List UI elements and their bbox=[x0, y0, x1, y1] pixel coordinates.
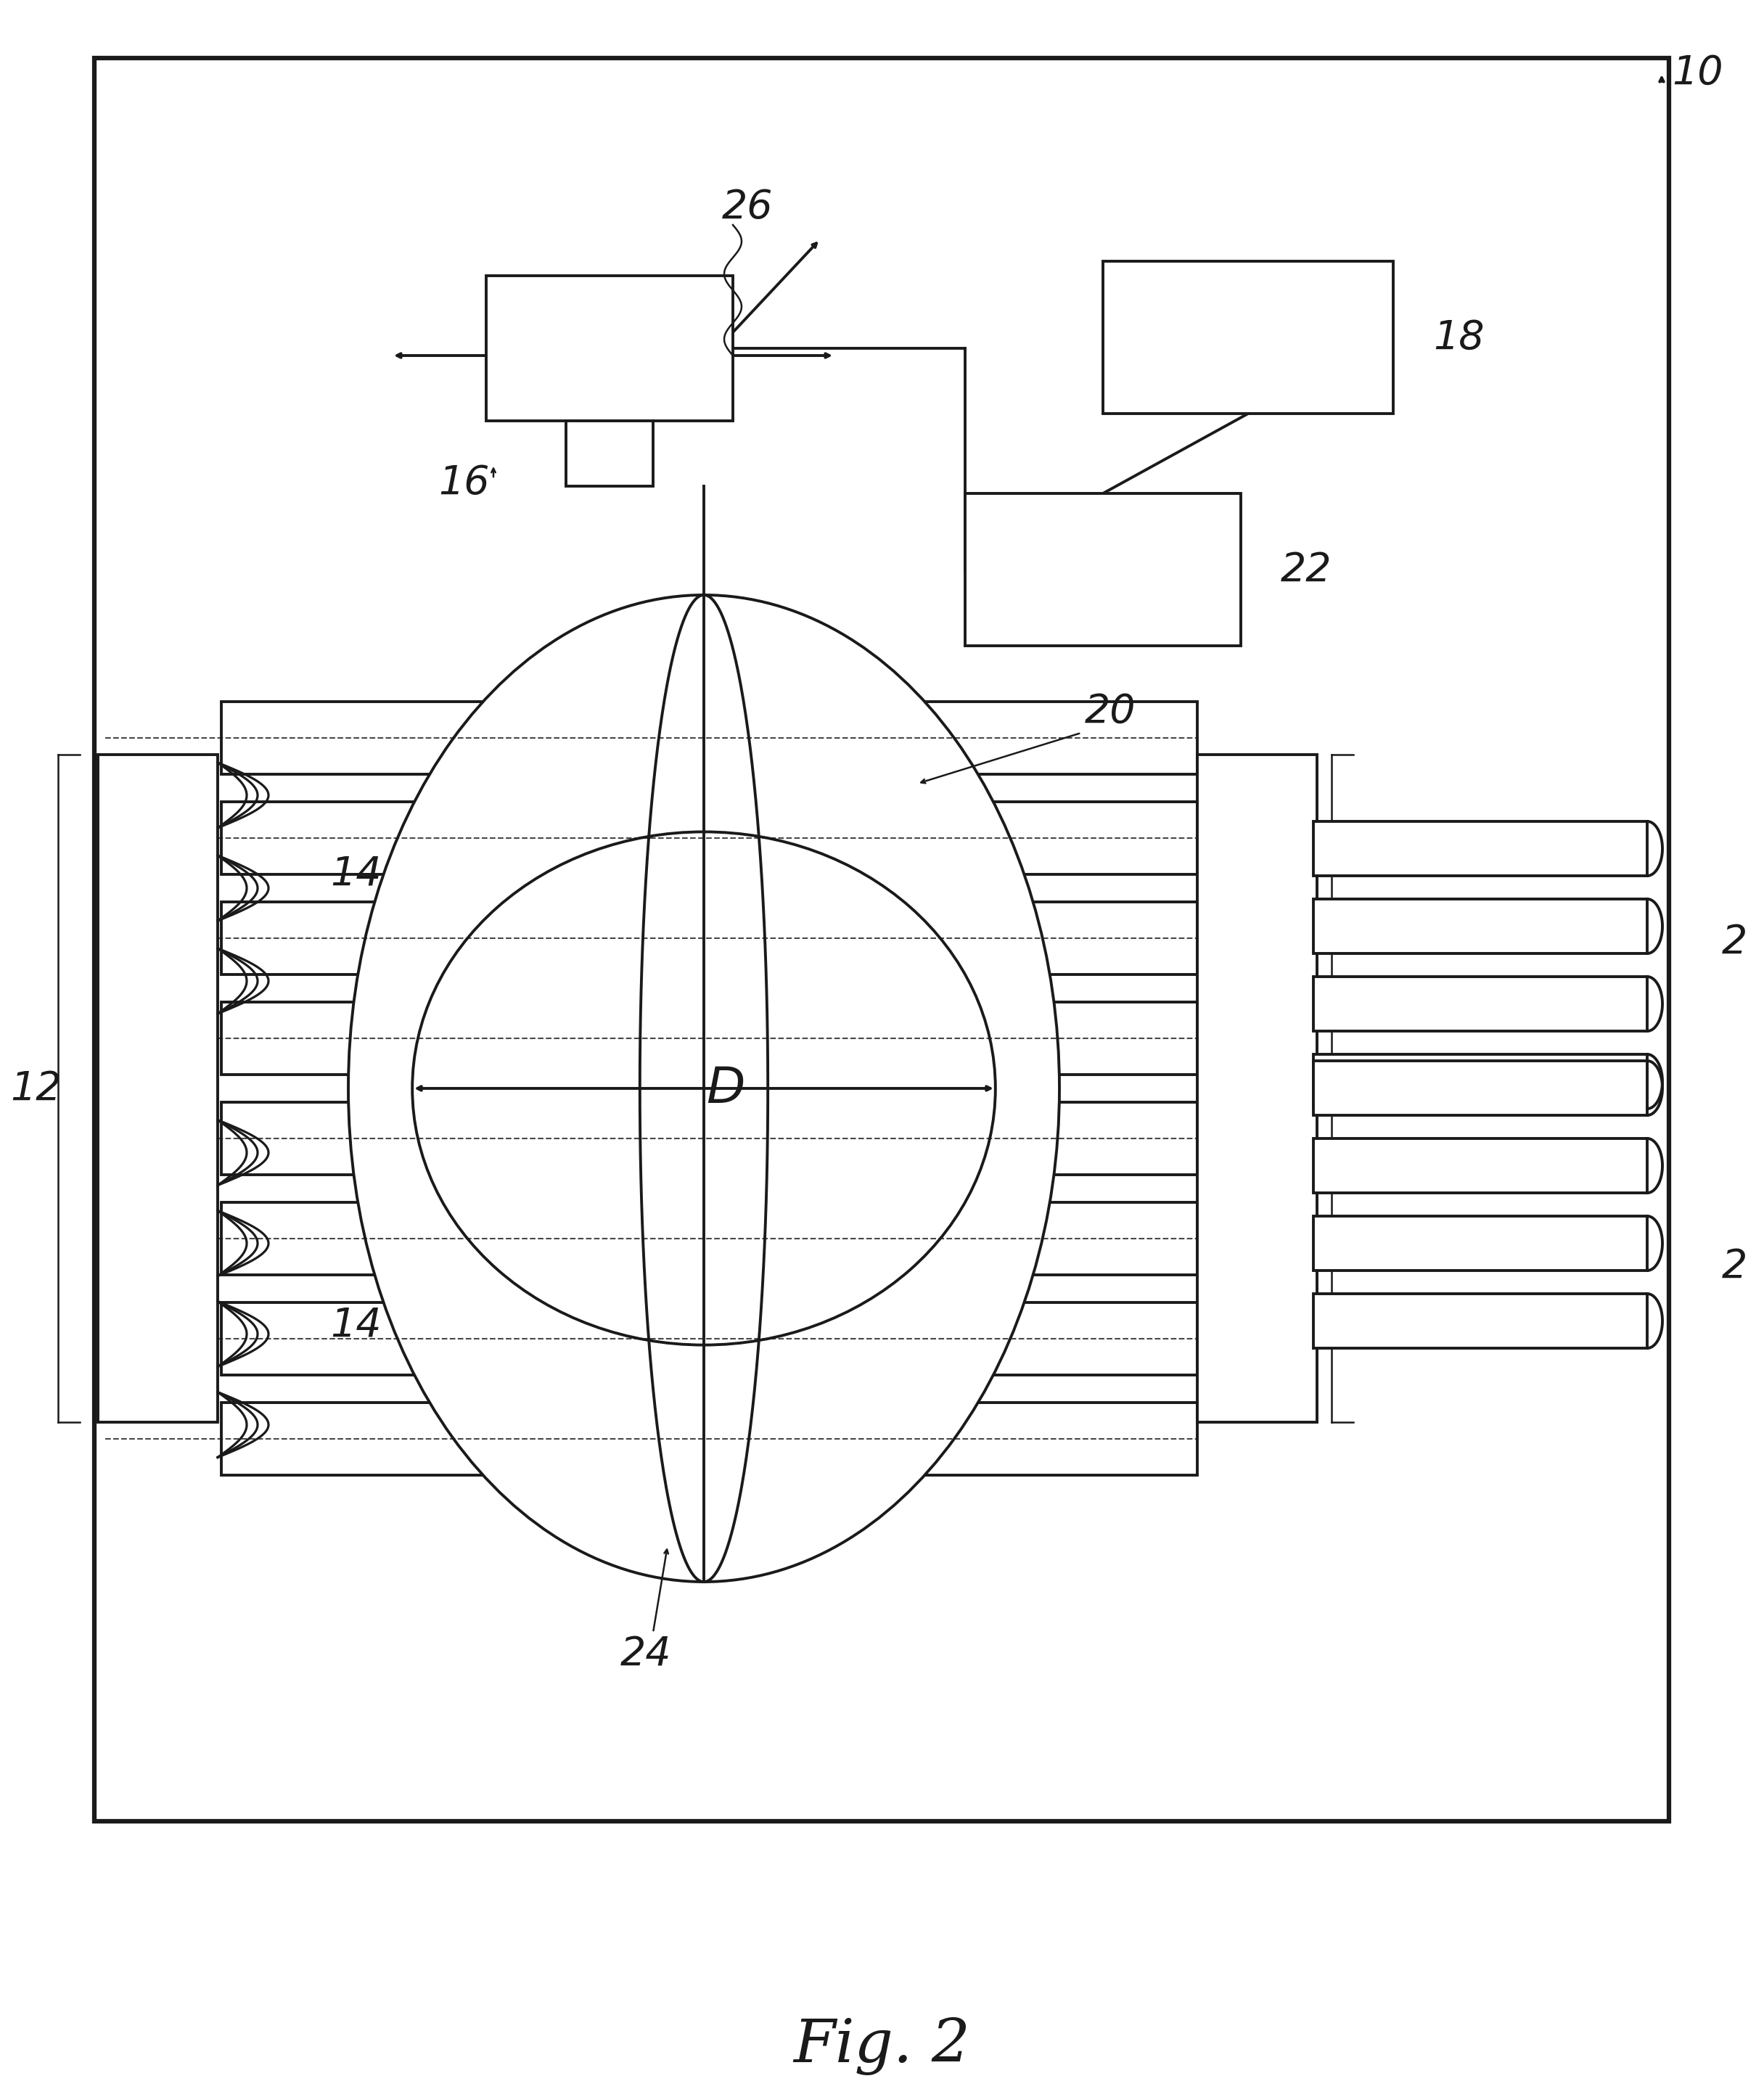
Text: 20: 20 bbox=[1085, 691, 1136, 731]
Text: 2: 2 bbox=[1722, 1247, 1746, 1287]
Text: 10: 10 bbox=[1672, 54, 1723, 92]
Text: 18: 18 bbox=[1432, 318, 1484, 357]
Bar bbox=[93, 58, 1669, 1822]
Text: 14: 14 bbox=[330, 1306, 381, 1343]
Bar bbox=[1102, 261, 1394, 414]
Bar bbox=[220, 1402, 1198, 1475]
Bar bbox=[220, 802, 1198, 875]
Bar bbox=[1314, 821, 1648, 875]
Bar bbox=[220, 1301, 1198, 1375]
Text: 22: 22 bbox=[1281, 549, 1332, 589]
Bar bbox=[1314, 1293, 1648, 1347]
Text: 12: 12 bbox=[11, 1070, 62, 1107]
Text: Fig. 2: Fig. 2 bbox=[794, 2018, 970, 2074]
Bar bbox=[1314, 978, 1648, 1032]
Bar bbox=[220, 902, 1198, 973]
Ellipse shape bbox=[348, 595, 1060, 1581]
Bar bbox=[1314, 1216, 1648, 1270]
Bar bbox=[1198, 754, 1318, 1423]
Text: 12: 12 bbox=[1349, 1070, 1401, 1107]
Bar bbox=[566, 420, 653, 487]
Bar bbox=[965, 493, 1240, 646]
Text: 16: 16 bbox=[439, 464, 490, 501]
Text: 26: 26 bbox=[721, 188, 773, 226]
Bar bbox=[1314, 1061, 1648, 1116]
Bar bbox=[220, 1203, 1198, 1274]
Bar bbox=[220, 1003, 1198, 1074]
Bar bbox=[220, 1103, 1198, 1174]
Bar bbox=[487, 276, 732, 420]
Text: 24: 24 bbox=[621, 1636, 672, 1673]
Bar bbox=[1314, 1139, 1648, 1193]
Bar bbox=[220, 702, 1198, 775]
Text: D: D bbox=[706, 1063, 744, 1113]
Bar bbox=[99, 754, 217, 1423]
Bar bbox=[1314, 1055, 1648, 1109]
Bar bbox=[1314, 898, 1648, 953]
Text: 2: 2 bbox=[1722, 923, 1746, 961]
Text: 14: 14 bbox=[330, 854, 381, 892]
